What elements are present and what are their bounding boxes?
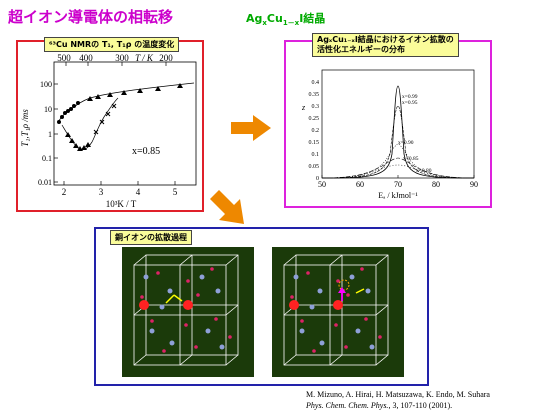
compound-formula: AgxCu1－xI結晶 <box>246 12 326 28</box>
nmr-plot: 500 400 300 200 T / K 2 3 4 5 10³K / T 1… <box>20 53 197 209</box>
x-tick-80: 80 <box>432 180 440 189</box>
bottom-tick-4: 4 <box>136 187 141 197</box>
y-tick-100: 100 <box>40 80 52 89</box>
z-axis-label: z <box>301 103 306 112</box>
y-axis-label: T₁,T₁ρ /ms <box>20 109 30 147</box>
top-tick-500: 500 <box>57 53 71 63</box>
top-tick-300: 300 <box>115 53 129 63</box>
citation-authors: M. Mizuno, A. Hirai, H. Matsuzawa, K. En… <box>306 390 490 399</box>
diffusion-panel-header: 銅イオンの拡散過程 <box>110 230 192 245</box>
citation: M. Mizuno, A. Hirai, H. Matsuzawa, K. En… <box>306 389 490 411</box>
z-tick-0.05: 0.05 <box>309 164 320 170</box>
z-tick-0.25: 0.25 <box>309 116 320 122</box>
bottom-tick-2: 2 <box>62 187 67 197</box>
y-tick-1: 1 <box>48 130 52 139</box>
z-tick-0.35: 0.35 <box>309 92 320 98</box>
curve-label-0.80: x=0.80 <box>416 168 432 174</box>
crystal-structure-left <box>122 247 254 377</box>
bottom-tick-5: 5 <box>173 187 178 197</box>
curve-label-0.95: x=0.95 <box>402 100 418 106</box>
energy-panel-header: AgₓCu₁₋ₓI結晶におけるイオン拡散の 活性化エネルギーの分布 <box>312 33 459 57</box>
energy-plot: 50 60 70 80 90 Eₐ / kJmol⁻¹ 0 0.05 0.1 0… <box>301 69 478 200</box>
right-arrow-icon <box>231 115 271 141</box>
crystal-structure-right <box>272 247 404 377</box>
top-axis-label: T / K <box>135 53 154 63</box>
citation-journal-line: Phys. Chem. Chem. Phys., 3, 107-110 (200… <box>306 401 453 410</box>
z-tick-0.4: 0.4 <box>312 80 320 86</box>
x-tick-50: 50 <box>318 180 326 189</box>
z-tick-0.3: 0.3 <box>312 104 320 110</box>
bottom-axis-label: 10³K / T <box>106 199 137 209</box>
z-tick-0.2: 0.2 <box>312 128 320 134</box>
energy-x-label: Eₐ / kJmol⁻¹ <box>378 191 418 200</box>
curve-label-0.85: x=0.85 <box>403 156 419 162</box>
top-tick-400: 400 <box>79 53 93 63</box>
z-tick-0: 0 <box>316 176 319 182</box>
diffusion-panel <box>94 227 429 386</box>
y-tick-0.01: 0.01 <box>38 178 52 187</box>
y-tick-10: 10 <box>44 105 52 114</box>
top-tick-200: 200 <box>159 53 173 63</box>
down-right-arrow-icon <box>210 190 244 224</box>
nmr-annotation: x=0.85 <box>132 146 160 157</box>
x-tick-90: 90 <box>470 180 478 189</box>
x-tick-70: 70 <box>394 180 402 189</box>
curve-label-0.90: x=0.90 <box>398 140 414 146</box>
x-tick-60: 60 <box>356 180 364 189</box>
z-tick-0.15: 0.15 <box>309 140 320 146</box>
nmr-panel-header: ⁶³Cu NMRの T₁, T₁ρ の温度変化 <box>44 37 180 52</box>
curve-label-0.99: x=0.99 <box>402 94 418 100</box>
z-tick-0.1: 0.1 <box>312 152 320 158</box>
page-title: 超イオン導電体の相転移 <box>8 8 174 26</box>
bottom-tick-3: 3 <box>99 187 104 197</box>
y-tick-0.1: 0.1 <box>42 154 52 163</box>
